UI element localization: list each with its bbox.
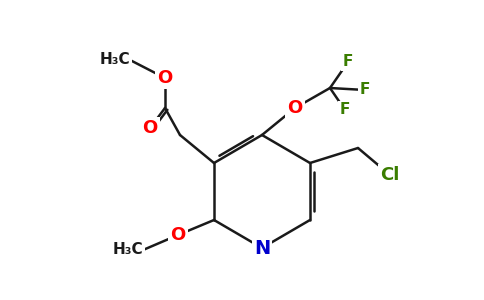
Text: F: F	[360, 82, 370, 98]
Text: O: O	[287, 99, 302, 117]
Text: O: O	[157, 69, 173, 87]
Text: F: F	[340, 103, 350, 118]
Text: O: O	[170, 226, 186, 244]
Text: H₃C: H₃C	[112, 242, 143, 257]
Text: F: F	[343, 55, 353, 70]
Text: Cl: Cl	[380, 166, 400, 184]
Text: H₃C: H₃C	[99, 52, 130, 68]
Text: N: N	[254, 238, 270, 257]
Text: O: O	[142, 119, 158, 137]
